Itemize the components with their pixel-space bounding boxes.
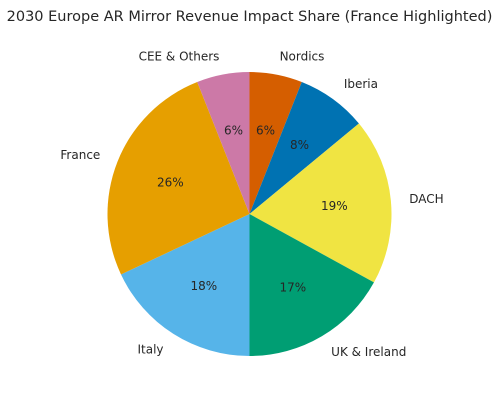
pct-label-france: 26% [157, 176, 184, 190]
pie-slice-uk-ireland [249, 214, 374, 356]
slice-label-cee-others: CEE & Others [139, 49, 220, 63]
slice-label-iberia: Iberia [344, 77, 378, 91]
slice-labels: Nordics Iberia DACH UK & Ireland Italy France… [60, 49, 443, 359]
pie-slices [107, 72, 392, 356]
slice-label-nordics: Nordics [280, 49, 325, 63]
pct-label-italy: 18% [191, 279, 218, 293]
pct-label-uk-ireland: 17% [280, 280, 307, 294]
pie-slice-france [107, 81, 250, 275]
slice-label-france: France [60, 148, 100, 162]
pie-slice-dach [249, 123, 392, 283]
slice-label-uk-ireland: UK & Ireland [331, 345, 406, 359]
slice-label-dach: DACH [409, 192, 443, 206]
pie-slice-nordics [249, 72, 302, 214]
chart-title: 2030 Europe AR Mirror Revenue Impact Sha… [7, 9, 493, 25]
pie-slice-cee-others [197, 72, 250, 214]
slice-label-italy: Italy [137, 342, 163, 356]
pie-slice-italy [121, 214, 250, 356]
pct-label-iberia: 8% [290, 138, 309, 152]
pie-slice-iberia [249, 81, 359, 214]
pct-label-cee-others: 6% [224, 123, 243, 137]
pct-label-dach: 19% [321, 199, 348, 213]
percentage-labels: 6% 8% 19% 17% 18% 26% 6% [157, 123, 348, 294]
pct-label-nordics: 6% [256, 123, 275, 137]
